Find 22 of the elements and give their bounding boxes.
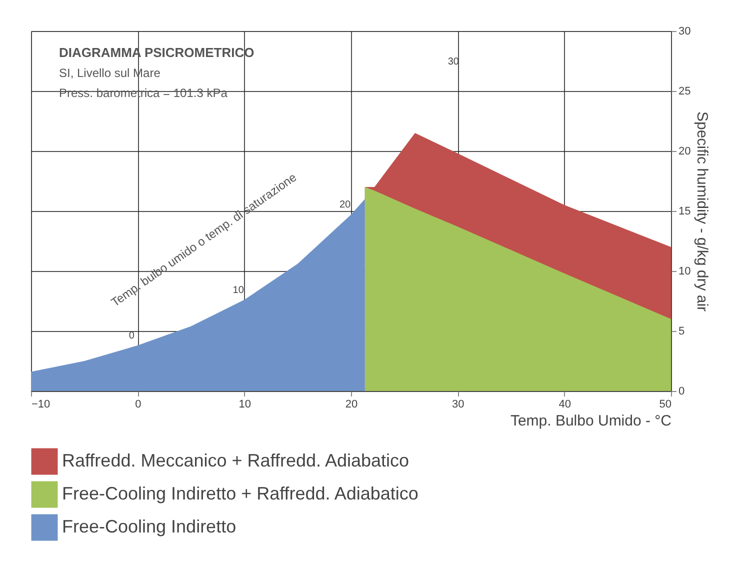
y-tick-label: 0	[678, 386, 685, 398]
annotation: 10	[232, 284, 244, 296]
y-tick-label: 20	[678, 146, 691, 158]
legend-label: Free-Cooling Indiretto	[62, 516, 236, 536]
x-tick-label: 50	[659, 398, 672, 410]
y-tick-label: 25	[678, 86, 691, 98]
y-tick-label: 10	[678, 266, 691, 278]
x-tick-label: 20	[345, 398, 358, 410]
y-axis-title: Specific humidity - g/kg dry air	[694, 111, 711, 312]
y-tick-label: 15	[678, 206, 691, 218]
y-tick-label: 5	[678, 326, 685, 338]
x-tick-label: 40	[558, 398, 571, 410]
annotation: 0	[128, 330, 135, 342]
legend-label: Free-Cooling Indiretto + Raffredd. Adiabatico	[62, 484, 418, 504]
x-tick-label: −10	[32, 398, 50, 410]
annotation: 20	[339, 200, 351, 211]
x-tick-label: 30	[452, 398, 464, 410]
x-tick-label: 0	[135, 398, 142, 410]
y-tick-label: 30	[678, 26, 691, 38]
x-axis-title: Temp. Bulbo Umido - °C	[510, 412, 672, 430]
x-tick-label: 10	[238, 398, 251, 410]
legend-label: Raffredd. Meccanico + Raffredd. Adiabatico	[62, 450, 410, 470]
